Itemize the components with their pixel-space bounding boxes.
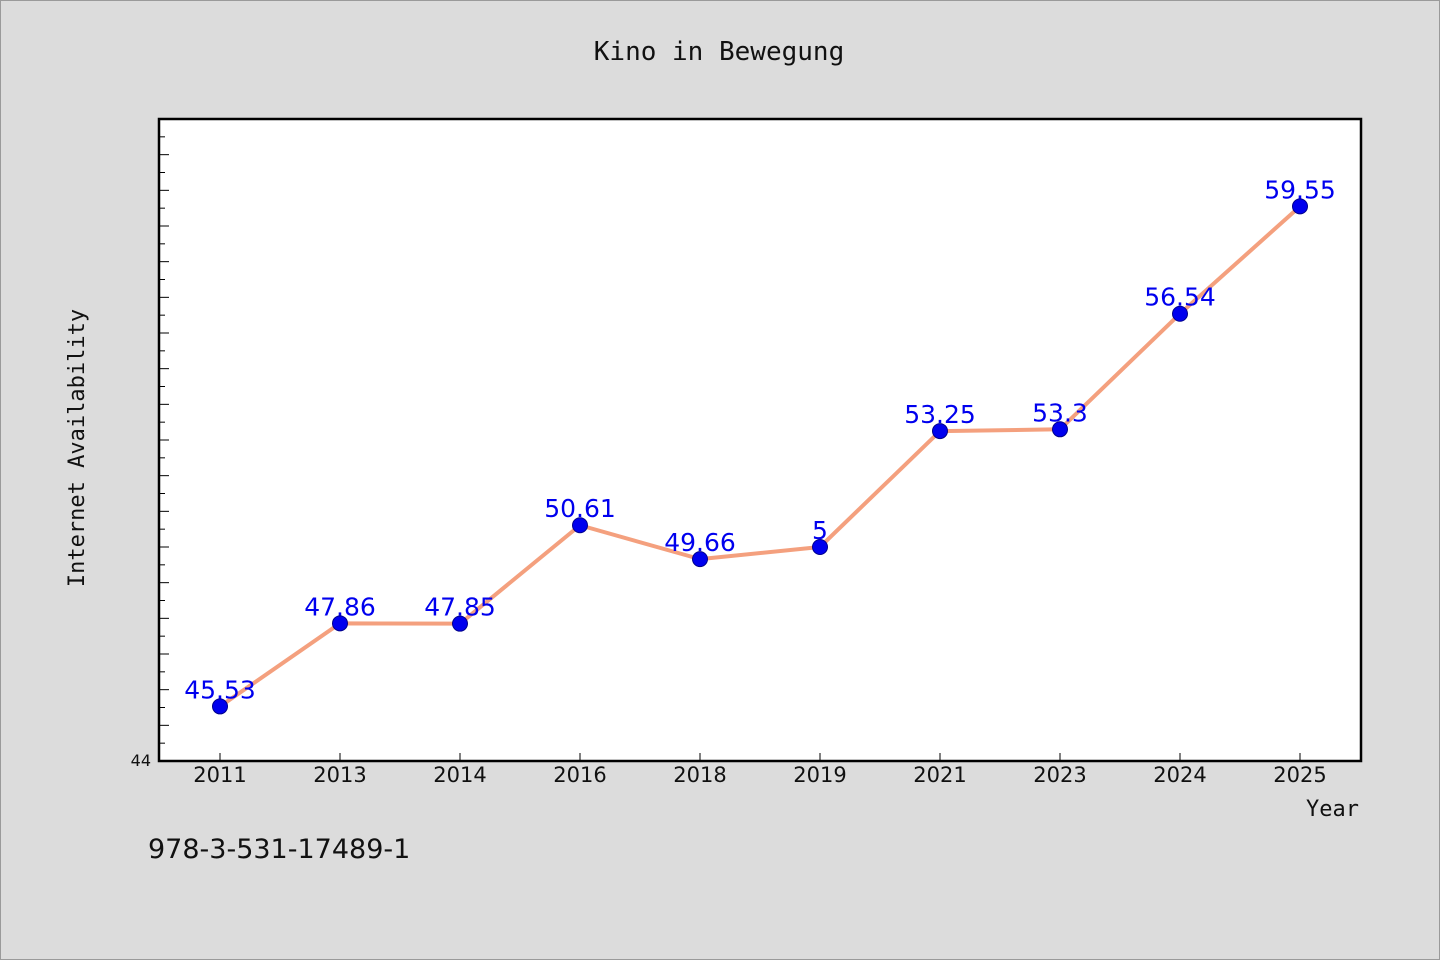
data-label: 45.53 <box>184 675 256 704</box>
x-tick-label: 2019 <box>793 763 846 787</box>
x-tick-label: 2016 <box>553 763 606 787</box>
data-label: 5 <box>812 516 828 545</box>
chart-title: Kino in Bewegung <box>594 37 844 67</box>
data-label: 59.55 <box>1264 175 1336 204</box>
data-label: 49.66 <box>664 528 736 557</box>
data-label: 50.61 <box>544 494 616 523</box>
data-markers <box>212 198 1308 715</box>
data-point <box>692 551 708 568</box>
data-point <box>332 615 348 632</box>
x-tick-label: 2021 <box>913 763 966 787</box>
x-tick-label: 2024 <box>1153 763 1206 787</box>
y-axis-ticks <box>159 136 169 744</box>
data-label: 47.85 <box>424 593 496 622</box>
y-axis-title: Internet Availability <box>65 309 90 587</box>
data-point <box>932 423 948 440</box>
plot-area <box>157 117 1363 763</box>
x-tick-label: 2025 <box>1273 763 1326 787</box>
data-label: 47.86 <box>304 592 376 621</box>
data-point <box>1052 421 1068 438</box>
x-tick-label: 2014 <box>433 763 486 787</box>
series-line <box>218 204 1302 709</box>
data-label: 53.3 <box>1032 398 1088 427</box>
y-axis-min-label: 44 <box>131 751 151 770</box>
data-point <box>1172 305 1188 322</box>
x-tick-label: 2013 <box>313 763 366 787</box>
data-point <box>452 615 468 632</box>
x-tick-label: 2011 <box>193 763 246 787</box>
series-line-group <box>218 204 1302 709</box>
data-label: 53.25 <box>904 400 976 429</box>
data-labels: 45.53 47.86 47.85 50.61 49.66 5 53.25 53.3 56.54… <box>184 175 1336 704</box>
x-axis-ticks: 2011 2013 2014 2016 2018 2019 2021 2023 2024 2025 <box>193 753 1327 787</box>
data-point <box>812 539 828 555</box>
data-point <box>1292 198 1308 215</box>
isbn-text: 978-3-531-17489-1 <box>148 834 411 865</box>
x-axis-title: Year <box>1306 797 1359 822</box>
x-tick-label: 2023 <box>1033 763 1086 787</box>
x-tick-label: 2018 <box>673 763 726 787</box>
data-label: 56.54 <box>1144 283 1216 312</box>
data-point <box>572 517 588 534</box>
data-point <box>212 698 228 715</box>
